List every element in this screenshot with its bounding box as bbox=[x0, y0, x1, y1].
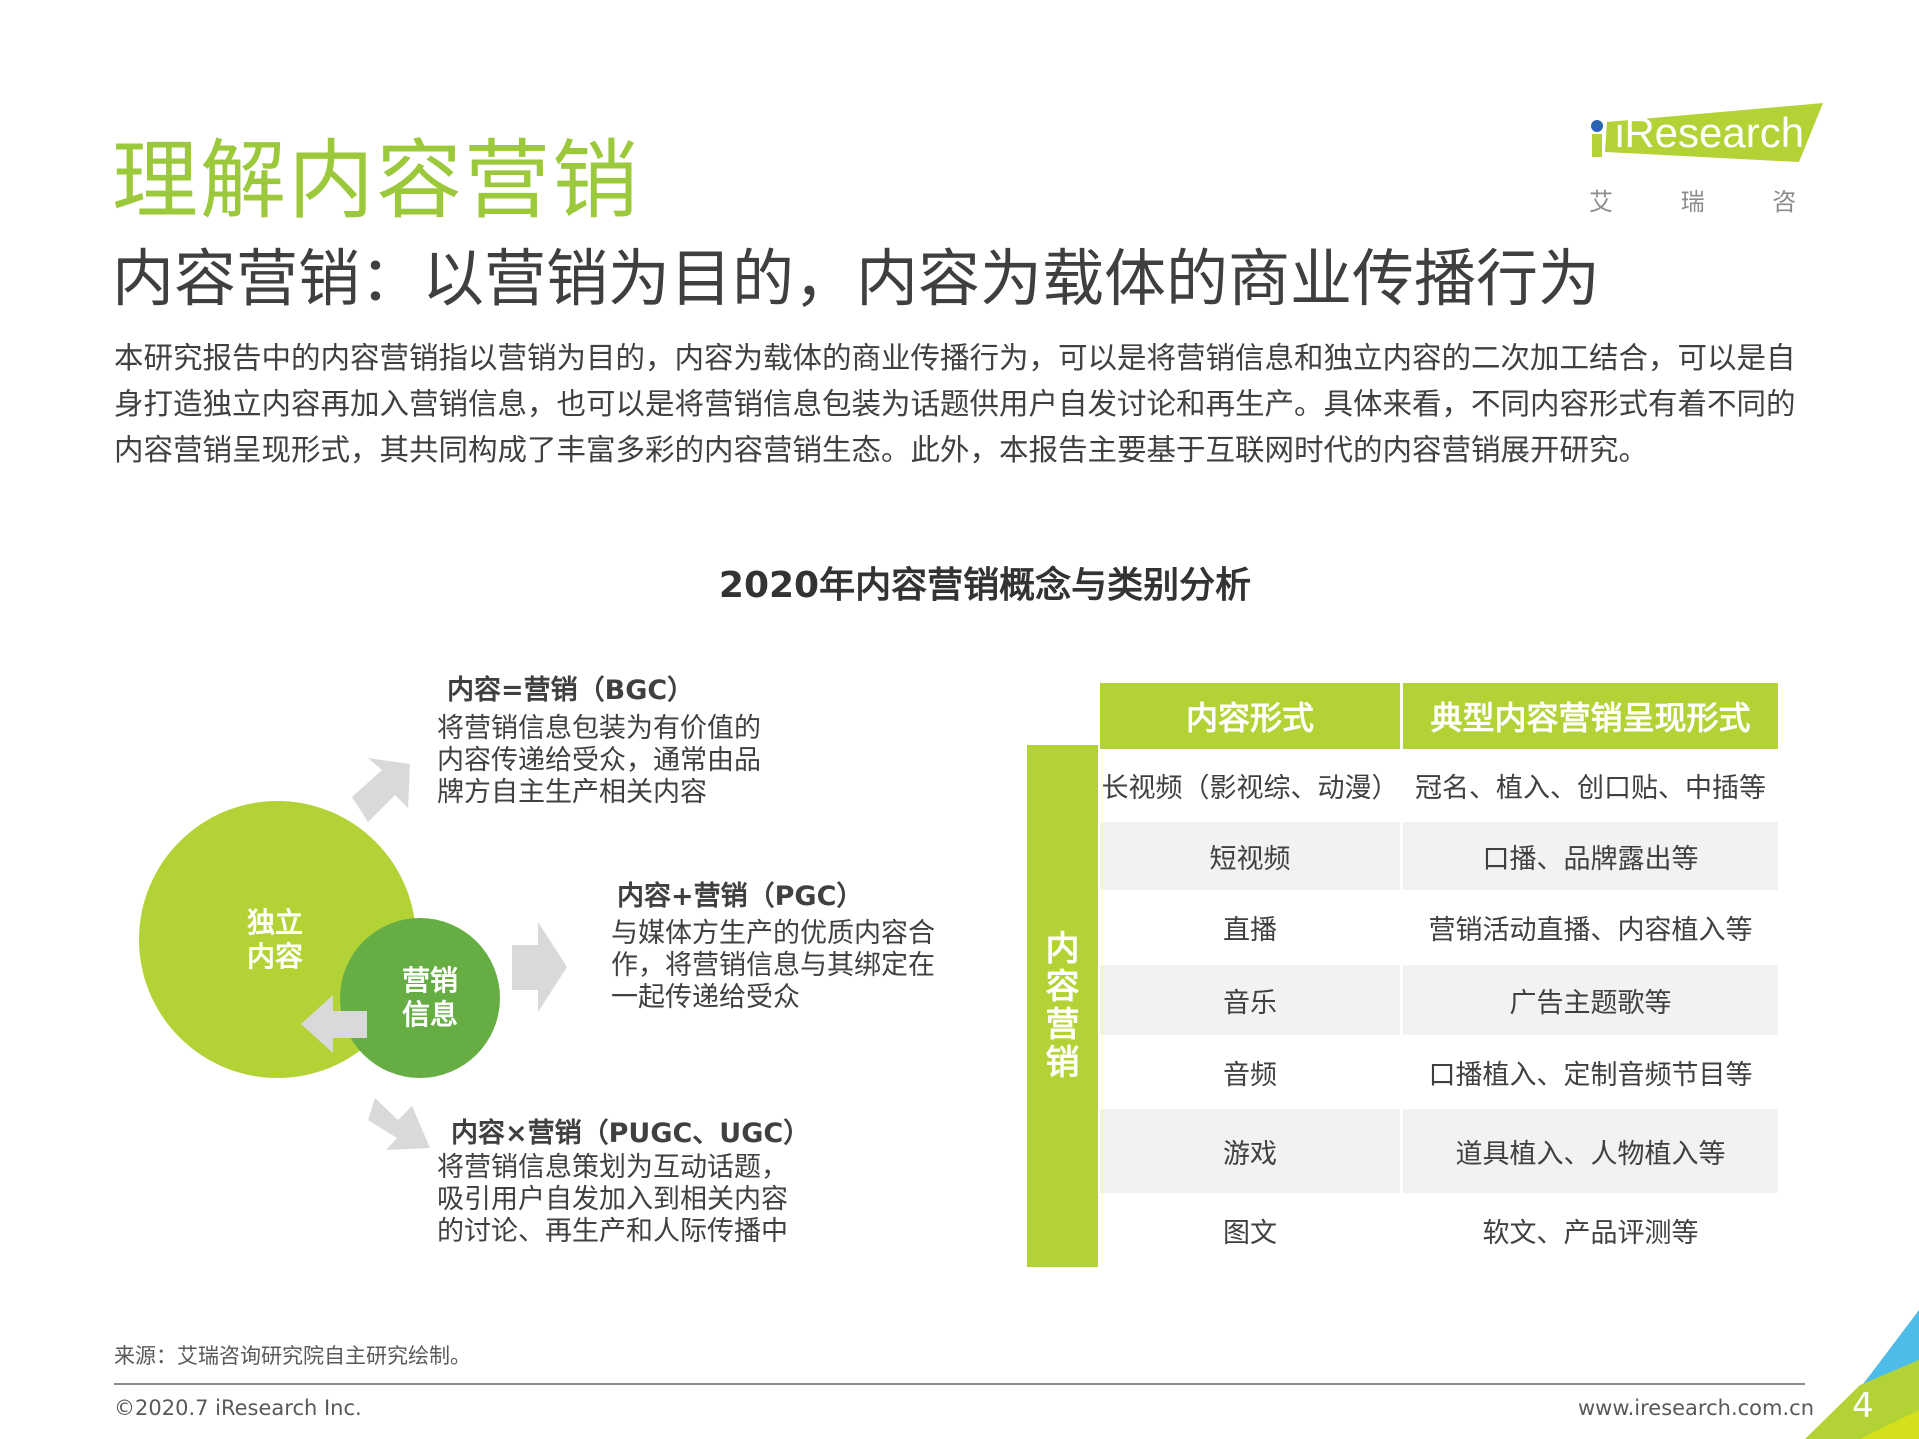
intro-paragraph: 本研究报告中的内容营销指以营销为目的，内容为载体的商业传播行为，可以是将营销信息… bbox=[114, 341, 1796, 467]
pgc-description: 与媒体方生产的优质内容合 作，将营销信息与其绑定在 一起传递给受众 bbox=[611, 918, 935, 1014]
pugc-description: 将营销信息策划为互动话题， 吸引用户自发加入到相关内容 的讨论、再生产和人际传播… bbox=[437, 1152, 788, 1248]
content-marketing-side-bar: 内容营销 bbox=[1027, 745, 1098, 1267]
cell-form: 游戏 bbox=[1100, 1109, 1403, 1193]
cell-marketing: 广告主题歌等 bbox=[1403, 965, 1778, 1035]
corner-decoration bbox=[1805, 1310, 1919, 1439]
desc-line: 一起传递给受众 bbox=[611, 982, 800, 1013]
desc-line: 牌方自主生产相关内容 bbox=[437, 777, 707, 808]
desc-line: 吸引用户自发加入到相关内容 bbox=[437, 1184, 788, 1215]
table-row: 长视频（影视综、动漫） 冠名、植入、创口贴、中插等 bbox=[1100, 749, 1778, 822]
page-title: 理解内容营销 bbox=[112, 131, 640, 231]
bgc-title: 内容=营销（BGC） bbox=[447, 675, 695, 706]
cell-form: 音乐 bbox=[1100, 965, 1403, 1035]
source-note: 来源：艾瑞咨询研究院自主研究绘制。 bbox=[114, 1344, 471, 1368]
pugc-title: 内容×营销（PUGC、UGC） bbox=[451, 1118, 811, 1149]
table-row: 游戏 道具植入、人物植入等 bbox=[1100, 1109, 1778, 1193]
header-content-form: 内容形式 bbox=[1100, 683, 1403, 749]
content-marketing-table: 内容形式 典型内容营销呈现形式 长视频（影视综、动漫） 冠名、植入、创口贴、中插等… bbox=[1100, 683, 1778, 1267]
pgc-title: 内容+营销（PGC） bbox=[617, 881, 864, 912]
arrow-down-right-icon bbox=[368, 1098, 430, 1150]
header-marketing-form: 典型内容营销呈现形式 bbox=[1403, 683, 1778, 749]
cell-marketing: 营销活动直播、内容植入等 bbox=[1428, 915, 1753, 946]
website-link[interactable]: www.iresearch.com.cn bbox=[1578, 1396, 1815, 1420]
logo-text: iResearch bbox=[1615, 109, 1804, 156]
cell-marketing: 道具植入、人物植入等 bbox=[1403, 1109, 1778, 1193]
desc-line: 将营销信息包装为有价值的 bbox=[437, 713, 761, 744]
desc-line: 作，将营销信息与其绑定在 bbox=[611, 950, 935, 981]
cell-form: 短视频 bbox=[1100, 822, 1403, 890]
desc-line: 将营销信息策划为互动话题， bbox=[437, 1152, 788, 1183]
table-header-row: 内容形式 典型内容营销呈现形式 bbox=[1100, 683, 1778, 749]
cell-marketing: 软文、产品评测等 bbox=[1482, 1217, 1699, 1249]
cell-form: 图文 bbox=[1100, 1193, 1403, 1267]
arrow-up-right-icon bbox=[352, 758, 410, 822]
arrow-left-icon bbox=[301, 995, 367, 1053]
bgc-description: 将营销信息包装为有价值的 内容传递给受众，通常由品 牌方自主生产相关内容 bbox=[437, 713, 761, 809]
table-row: 音频 口播植入、定制音频节目等 bbox=[1100, 1035, 1778, 1109]
cell-form: 直播 bbox=[1100, 890, 1403, 965]
table-row: 短视频 口播、品牌露出等 bbox=[1100, 822, 1778, 890]
content-marketing-side-label: 内容营销 bbox=[1045, 929, 1080, 1083]
cell-marketing: 冠名、植入、创口贴、中插等 bbox=[1415, 773, 1766, 804]
cell-marketing: 口播、品牌露出等 bbox=[1403, 822, 1778, 890]
footer-divider bbox=[114, 1383, 1805, 1385]
arrow-right-icon bbox=[512, 922, 567, 1012]
chart-title: 2020年内容营销概念与类别分析 bbox=[718, 565, 1252, 606]
desc-line: 的讨论、再生产和人际传播中 bbox=[437, 1216, 788, 1247]
cell-form: 音频 bbox=[1100, 1035, 1403, 1109]
table-row: 音乐 广告主题歌等 bbox=[1100, 965, 1778, 1035]
page-subtitle: 内容营销：以营销为目的，内容为载体的商业传播行为 bbox=[112, 242, 1601, 315]
cell-form: 长视频（影视综、动漫） bbox=[1100, 749, 1403, 822]
cell-marketing: 口播植入、定制音频节目等 bbox=[1428, 1059, 1753, 1091]
table-row: 直播 营销活动直播、内容植入等 bbox=[1100, 890, 1778, 965]
copyright: ©2020.7 iResearch Inc. bbox=[114, 1396, 362, 1420]
page-number: 4 bbox=[1852, 1386, 1874, 1426]
desc-line: 内容传递给受众，通常由品 bbox=[437, 745, 761, 776]
desc-line: 与媒体方生产的优质内容合 bbox=[611, 918, 935, 949]
table-row: 图文 软文、产品评测等 bbox=[1100, 1193, 1778, 1267]
marketing-info-circle: 营销 信息 bbox=[340, 918, 500, 1078]
iresearch-logo: iResearch 艾 瑞 咨 询 bbox=[1589, 100, 1888, 220]
